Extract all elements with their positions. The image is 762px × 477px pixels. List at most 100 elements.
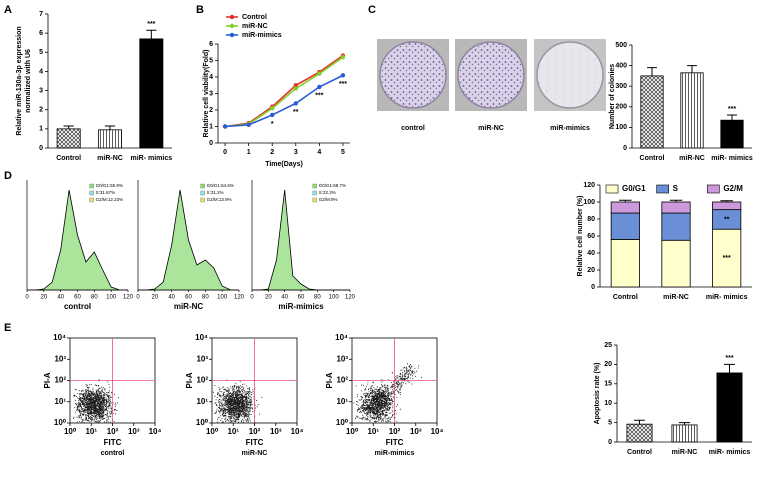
- y-tick-label: 10³: [336, 354, 348, 363]
- point: [317, 84, 322, 90]
- x-tick-label: 40: [281, 295, 288, 301]
- y-tick-label: 3: [209, 90, 213, 97]
- bar: [716, 372, 743, 443]
- y-tick-label: 10²: [54, 376, 66, 385]
- phase-label: S:31.87%: [96, 190, 116, 195]
- x-tick-label: 0: [136, 295, 140, 301]
- error-bar: [146, 29, 157, 39]
- y-tick-label: 100: [615, 124, 627, 131]
- series-line: [224, 54, 344, 128]
- x-axis-label: FITC: [386, 438, 404, 447]
- point: [317, 71, 322, 76]
- subtitle: control: [101, 450, 125, 457]
- legend-swatch: [656, 184, 669, 194]
- y-tick-label: 10⁰: [336, 418, 349, 427]
- y-tick-label: 10⁰: [196, 418, 209, 427]
- bar-segment: [661, 212, 691, 241]
- y-tick-label: 2: [209, 107, 213, 114]
- y-tick-label: 10³: [196, 354, 208, 363]
- x-tick-label: miR-NC: [97, 155, 123, 162]
- y-tick-label: 10: [604, 400, 612, 407]
- x-tick-label: 60: [74, 295, 81, 301]
- bar-segment: [610, 212, 640, 240]
- x-tick-label: 10⁴: [149, 427, 162, 436]
- x-tick-label: 4: [317, 149, 321, 156]
- point: [293, 101, 298, 106]
- y-tick-label: 5: [209, 57, 213, 64]
- legend-label: G0/G1: [622, 184, 646, 193]
- x-tick-label: 0: [25, 295, 29, 301]
- x-axis-label: control: [64, 302, 91, 311]
- bar-segment: [712, 201, 742, 211]
- bar-segment: [610, 238, 640, 288]
- x-tick-label: 2: [270, 149, 274, 156]
- x-tick-label: 80: [202, 295, 209, 301]
- phase-swatch: [200, 190, 205, 196]
- y-tick-label: 20: [604, 361, 612, 368]
- x-tick-label: 60: [298, 295, 305, 301]
- phase-label: S:31.2%: [207, 190, 224, 195]
- x-tick-label: 10²: [249, 427, 261, 436]
- y-tick-label: 6: [209, 41, 213, 48]
- significance-label: **: [293, 109, 299, 116]
- y-tick-label: 3: [39, 87, 43, 94]
- subtitle: miR-mimics: [375, 450, 415, 457]
- phase-label: G0/G1:55.9%: [96, 183, 123, 188]
- y-tick-label: 5: [608, 419, 612, 426]
- x-tick-label: 10¹: [227, 427, 239, 436]
- significance-label: ***: [339, 81, 347, 88]
- point: [246, 122, 251, 128]
- x-tick-label: 10⁰: [206, 427, 219, 436]
- significance-label: ***: [315, 93, 323, 100]
- y-tick-label: 4: [39, 68, 43, 75]
- x-tick-label: 1: [247, 149, 251, 156]
- phase-swatch: [312, 197, 317, 203]
- x-tick-label: miR- mimics: [709, 449, 751, 456]
- x-tick-label: 40: [57, 295, 64, 301]
- legend-label: miR-NC: [242, 23, 268, 30]
- y-tick-label: 60: [587, 233, 595, 240]
- x-tick-label: 0: [250, 295, 254, 301]
- point: [340, 73, 346, 78]
- x-tick-label: 10³: [410, 427, 422, 436]
- bar: [640, 75, 664, 149]
- legend-label: Control: [242, 14, 267, 21]
- point: [270, 106, 275, 111]
- point: [270, 112, 275, 118]
- x-tick-label: 100: [217, 295, 228, 301]
- x-axis-label: miR-mimics: [278, 302, 324, 311]
- bar-segment: [712, 228, 742, 288]
- x-tick-label: 10¹: [367, 427, 379, 436]
- y-tick-label: 10²: [196, 376, 208, 385]
- panel-letter: B: [196, 4, 204, 16]
- y-axis-label: Relative cell viability(Fold): [203, 50, 210, 138]
- x-tick-label: Control: [56, 155, 81, 162]
- error-bar: [669, 199, 683, 202]
- phase-swatch: [89, 197, 94, 203]
- y-tick-label: 10²: [336, 376, 348, 385]
- error-bar: [687, 65, 697, 73]
- error-bar: [727, 114, 737, 121]
- panel-letter: A: [4, 4, 12, 16]
- dish: [536, 41, 604, 109]
- significance-label: *: [271, 121, 274, 128]
- error-bar: [678, 422, 691, 425]
- dot-cloud: [73, 379, 120, 423]
- error-bar: [63, 125, 74, 129]
- bar: [671, 424, 698, 443]
- y-tick-label: 25: [604, 342, 612, 349]
- phase-swatch: [89, 190, 94, 196]
- subtitle: miR-NC: [242, 450, 268, 457]
- x-tick-label: 100: [329, 295, 340, 301]
- dish: [379, 41, 447, 109]
- point: [293, 86, 298, 91]
- bar: [720, 119, 744, 149]
- y-tick-label: 2: [39, 107, 43, 114]
- y-tick-label: 0: [209, 140, 213, 147]
- image-label: control: [401, 125, 425, 132]
- legend-swatch: [605, 184, 619, 194]
- x-tick-label: 10⁴: [291, 427, 304, 436]
- x-tick-label: 10³: [128, 427, 140, 436]
- y-tick-label: 200: [615, 104, 627, 111]
